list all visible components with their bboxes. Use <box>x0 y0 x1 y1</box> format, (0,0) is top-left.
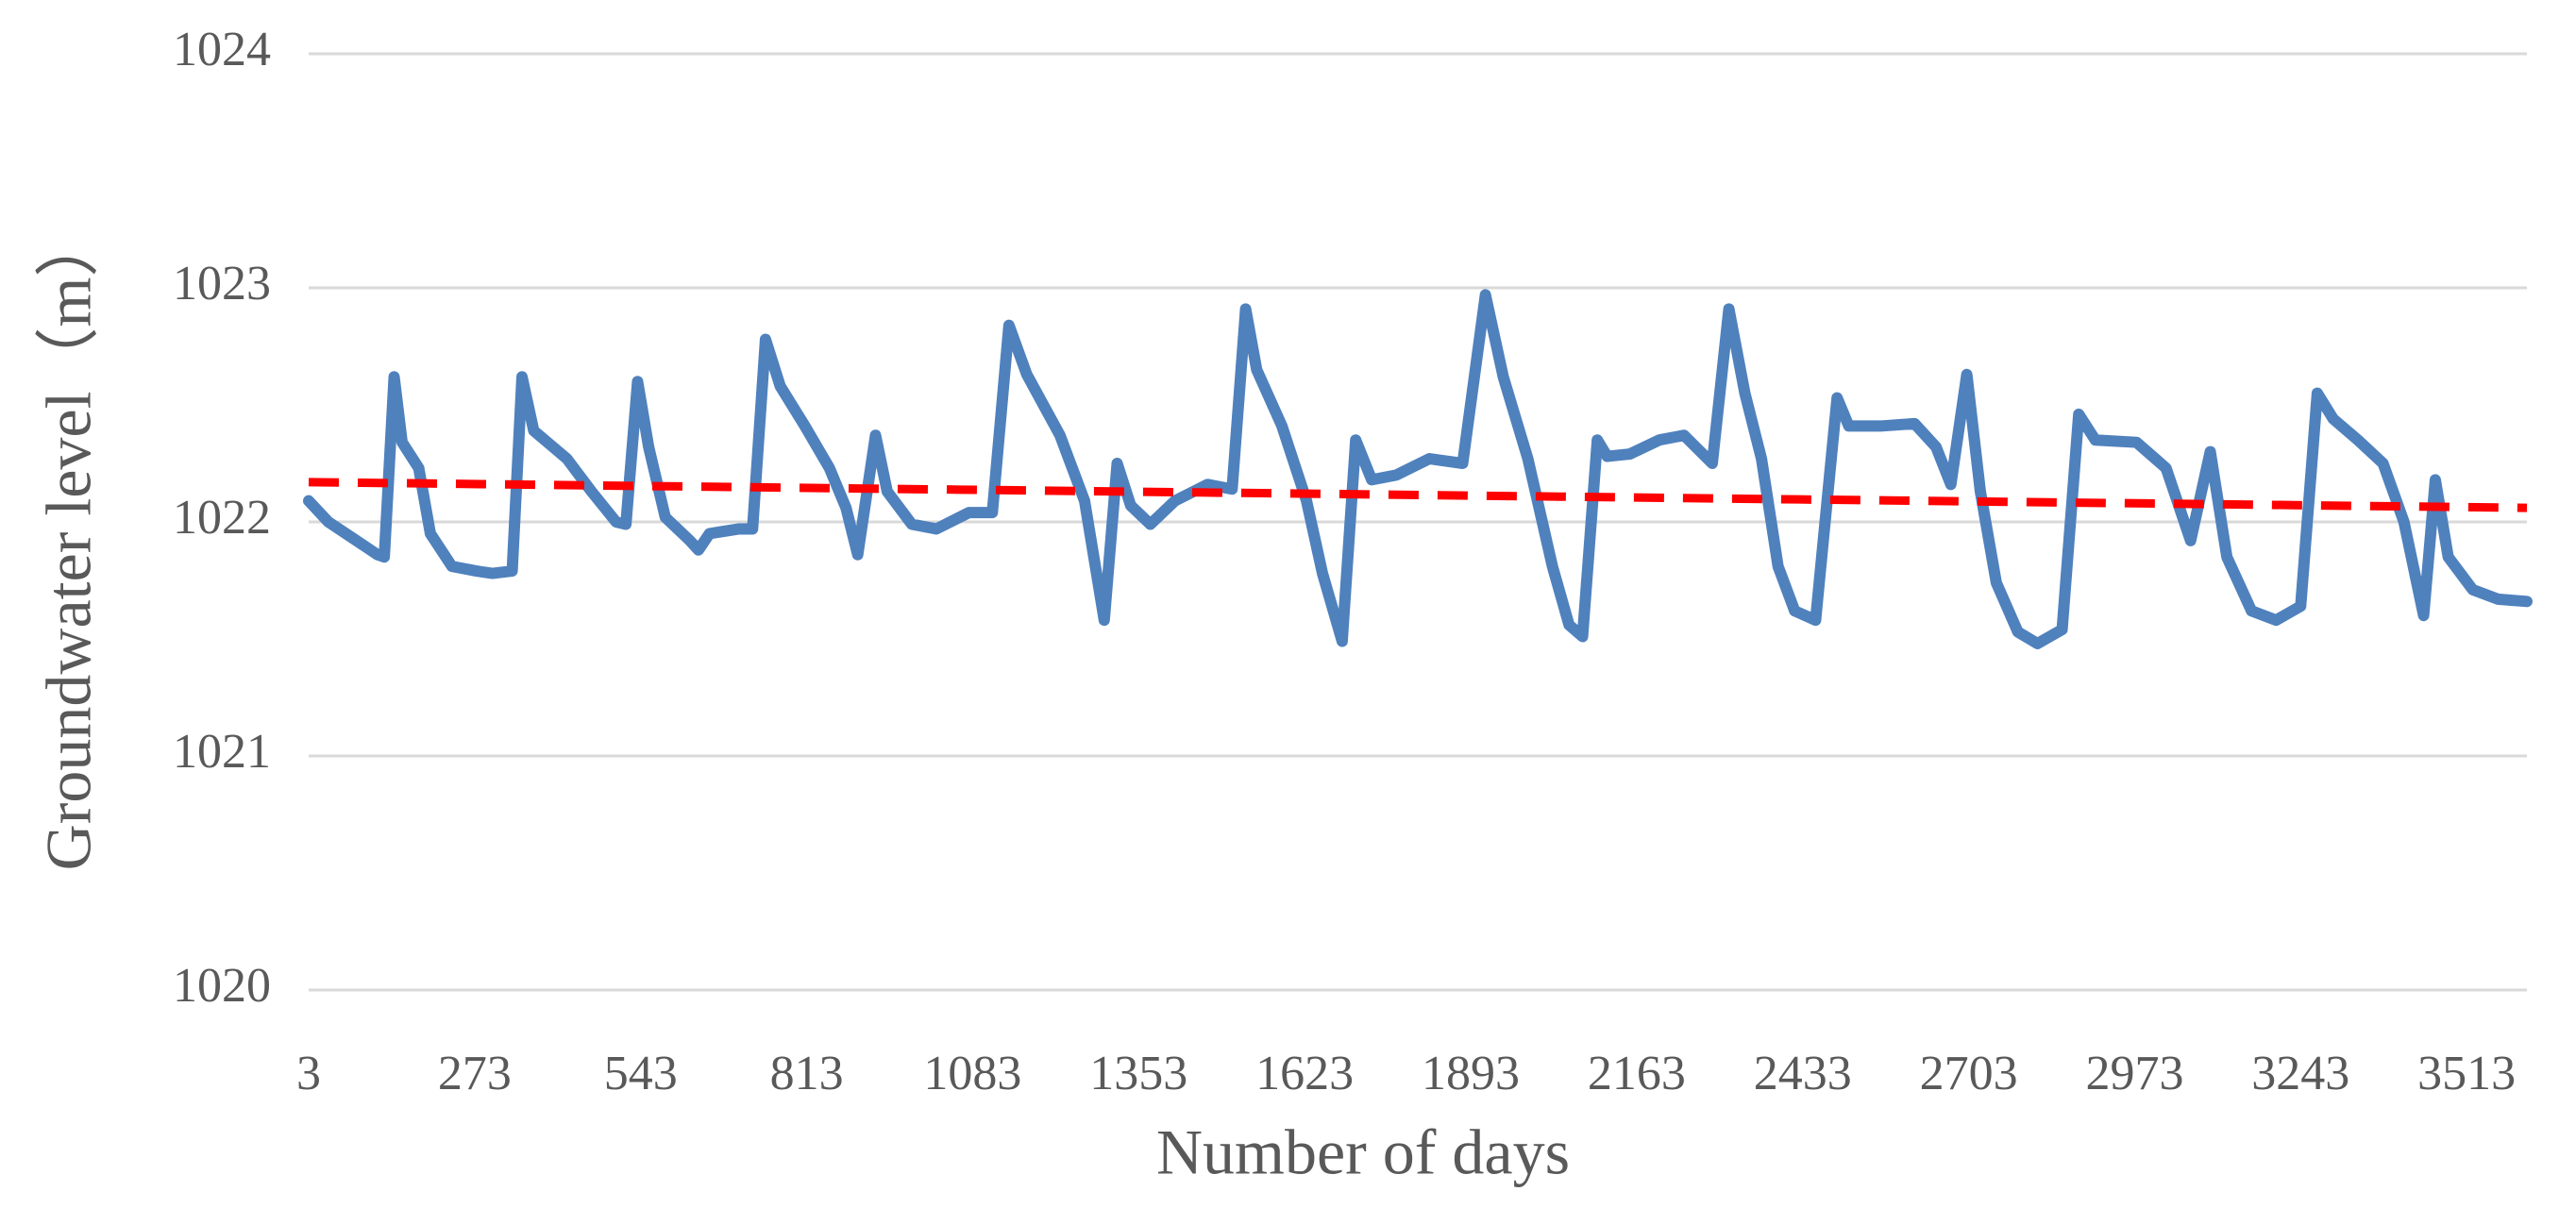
data-line <box>303 289 2533 649</box>
x-tick-label: 543 <box>604 1047 678 1100</box>
x-axis-title: Number of days <box>1156 1116 1570 1188</box>
x-tick-label: 813 <box>770 1047 844 1100</box>
x-tick-label: 2973 <box>2085 1047 2183 1100</box>
trend-line <box>308 478 2528 512</box>
x-tick-label: 1083 <box>923 1047 1021 1100</box>
x-tick-label: 2163 <box>1588 1047 1686 1100</box>
x-tick-label: 273 <box>438 1047 512 1100</box>
x-tick-label: 1353 <box>1089 1047 1187 1100</box>
y-axis-title: Groundwater level（m） <box>33 213 105 871</box>
x-tick-label: 3 <box>296 1047 321 1100</box>
x-tick-label: 2703 <box>1920 1047 2018 1100</box>
x-tick-label: 2433 <box>1754 1047 1852 1100</box>
y-tick-label: 1024 <box>173 23 271 76</box>
x-tick-label: 3243 <box>2251 1047 2349 1100</box>
x-tick-label: 3513 <box>2417 1047 2516 1100</box>
y-tick-label: 1022 <box>173 491 271 545</box>
x-tick-label: 1623 <box>1255 1047 1354 1100</box>
x-tick-label: 1893 <box>1422 1047 1520 1100</box>
y-tick-label: 1020 <box>173 959 271 1013</box>
y-tick-label: 1021 <box>173 725 271 779</box>
y-tick-label: 1023 <box>173 257 271 310</box>
